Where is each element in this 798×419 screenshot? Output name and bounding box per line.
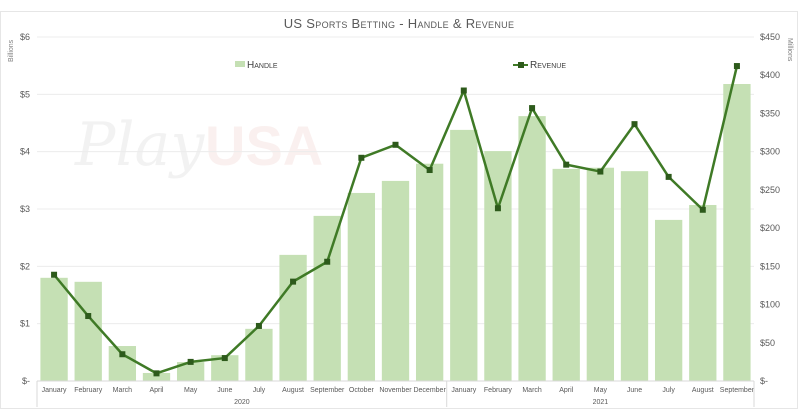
legend-revenue-marker	[518, 62, 524, 68]
y-right-tick-label: $350	[760, 108, 780, 118]
handle-bar	[552, 168, 580, 381]
x-tick-label: June	[627, 387, 642, 394]
y-right-tick-label: $400	[760, 70, 780, 80]
x-tick-label: September	[310, 387, 345, 394]
chart-title: US Sports Betting - Handle & Revenue	[284, 16, 515, 31]
x-tick-label: January	[42, 387, 67, 394]
handle-bar	[40, 277, 68, 381]
y-right-tick-label: $-	[760, 376, 768, 386]
legend-handle[interactable]: Handle	[235, 60, 278, 71]
x-tick-label: March	[522, 387, 542, 394]
svg-text:Play: Play	[74, 110, 205, 180]
year-group-label: 2020	[234, 399, 250, 406]
revenue-marker	[324, 258, 331, 265]
revenue-marker	[255, 322, 262, 329]
revenue-marker	[494, 205, 501, 212]
y-left-tick-label: $-	[22, 376, 30, 386]
x-tick-label: January	[451, 387, 476, 394]
x-tick-label: March	[113, 387, 133, 394]
revenue-marker	[290, 278, 297, 285]
handle-bar	[654, 219, 683, 381]
y-right-tick-label: $50	[760, 338, 775, 348]
revenue-marker	[426, 167, 433, 174]
x-tick-label: July	[662, 387, 675, 394]
x-tick-label: October	[349, 387, 375, 394]
y-left-tick-label: $3	[20, 204, 30, 214]
revenue-marker	[733, 63, 740, 70]
y-left-tick-label: $4	[20, 147, 30, 157]
handle-bar	[279, 254, 307, 381]
handle-bar	[142, 372, 171, 381]
handle-bar	[415, 163, 444, 381]
legend-handle-swatch	[235, 61, 245, 67]
handle-bar	[518, 116, 546, 382]
y-left-tick-label: $6	[20, 32, 30, 42]
y-right-tick-label: $300	[760, 147, 780, 157]
y-left-tick-label: $1	[20, 319, 30, 329]
x-tick-label: July	[253, 387, 266, 394]
y-right-tick-label: $450	[760, 32, 780, 42]
legend-handle-label: Handle	[247, 60, 278, 71]
y-right-tick-label: $100	[760, 300, 780, 310]
revenue-marker	[665, 173, 672, 180]
legend-revenue[interactable]: Revenue	[513, 60, 566, 71]
x-tick-label: December	[413, 387, 446, 394]
y-left-axis-label: Billions	[8, 39, 15, 62]
revenue-marker	[358, 154, 365, 161]
handle-bar	[484, 151, 512, 381]
y-right-axis-label: Millions	[786, 38, 793, 62]
revenue-marker	[563, 161, 570, 168]
handle-bar	[586, 167, 615, 381]
svg-text:USA: USA	[205, 114, 323, 177]
handle-bar	[620, 171, 649, 381]
x-tick-label: August	[282, 387, 304, 394]
year-group-label: 2021	[593, 399, 609, 406]
revenue-marker	[529, 105, 536, 112]
revenue-marker	[221, 355, 228, 362]
revenue-marker	[187, 358, 194, 365]
x-tick-label: May	[184, 387, 198, 394]
x-tick-label: September	[720, 387, 755, 394]
x-tick-label: February	[74, 387, 103, 394]
handle-bar	[176, 362, 205, 381]
revenue-marker	[597, 168, 604, 175]
revenue-marker	[699, 206, 706, 213]
y-right-tick-label: $150	[760, 261, 780, 271]
revenue-marker	[51, 271, 58, 278]
x-tick-label: February	[484, 387, 513, 394]
x-tick-label: June	[217, 387, 232, 394]
y-right-tick-label: $250	[760, 185, 780, 195]
revenue-marker	[392, 141, 399, 148]
y-left-tick-label: $2	[20, 261, 30, 271]
revenue-marker	[153, 370, 160, 377]
revenue-marker	[119, 351, 126, 358]
handle-bar	[74, 281, 102, 381]
handle-bar	[313, 215, 341, 381]
revenue-marker	[460, 87, 467, 94]
handle-bar	[723, 84, 751, 381]
y-right-tick-label: $200	[760, 223, 780, 233]
x-tick-label: August	[692, 387, 714, 394]
handle-bar	[245, 328, 273, 381]
y-left-tick-label: $5	[20, 89, 30, 99]
revenue-marker	[631, 121, 638, 128]
handle-bar	[347, 192, 376, 381]
handle-bar	[450, 129, 478, 381]
handle-bar	[689, 204, 717, 381]
x-tick-label: April	[559, 387, 573, 394]
revenue-marker	[85, 313, 92, 320]
x-tick-label: April	[149, 387, 163, 394]
x-tick-label: May	[594, 387, 608, 394]
legend-revenue-label: Revenue	[530, 60, 566, 71]
watermark-logo: Play USA	[74, 110, 323, 180]
handle-bar	[381, 180, 410, 381]
x-tick-label: November	[379, 387, 412, 394]
